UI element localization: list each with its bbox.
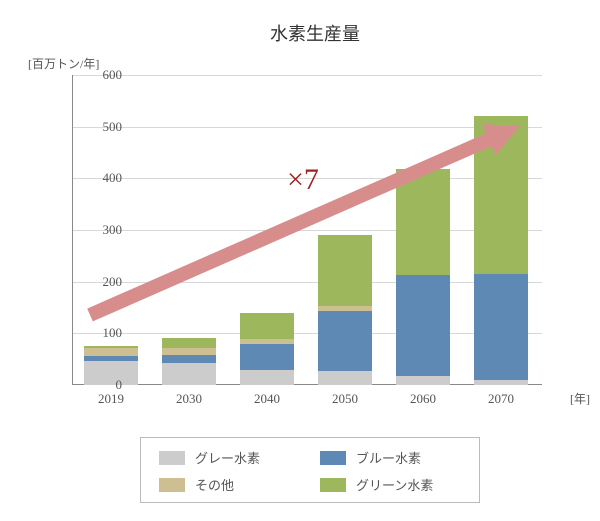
bar-segment-blue — [162, 355, 216, 364]
legend-label: その他 — [195, 475, 234, 494]
x-tick-label: 2060 — [393, 391, 453, 407]
bar-segment-grey — [318, 371, 372, 385]
bar-segment-blue — [84, 356, 138, 361]
bar-segment-other — [84, 348, 138, 356]
plot-area: ×7 — [72, 75, 542, 385]
x-axis-unit-label: [年] — [570, 390, 590, 407]
bar-segment-green — [84, 346, 138, 348]
bar-segment-green — [162, 338, 216, 348]
chart-title: 水素生産量 — [60, 20, 570, 46]
bar-segment-blue — [240, 344, 294, 370]
legend-item-other: その他 — [159, 475, 300, 494]
bar-segment-blue — [318, 311, 372, 370]
x-tick-label: 2050 — [315, 391, 375, 407]
y-tick-label: 300 — [82, 222, 122, 238]
y-tick-label: 500 — [82, 119, 122, 135]
legend-label: グリーン水素 — [356, 475, 433, 494]
x-tick-label: 2040 — [237, 391, 297, 407]
legend-item-green: グリーン水素 — [320, 475, 461, 494]
bar-segment-grey — [240, 370, 294, 386]
bar-segment-grey — [396, 376, 450, 385]
x-tick-label: 2070 — [471, 391, 531, 407]
legend-item-blue: ブルー水素 — [320, 448, 461, 467]
legend-label: グレー水素 — [195, 448, 260, 467]
bar-segment-blue — [474, 274, 528, 380]
bar-segment-other — [240, 339, 294, 344]
y-tick-label: 200 — [82, 274, 122, 290]
legend-item-grey: グレー水素 — [159, 448, 300, 467]
bar-segment-green — [318, 235, 372, 306]
x-tick-label: 2019 — [81, 391, 141, 407]
chart-container: 水素生産量 [百万トン/年] ×7 0100200300400500600 20… — [0, 0, 600, 521]
legend: グレー水素 ブルー水素その他 グリーン水素 — [140, 437, 480, 503]
bars-layer — [72, 75, 542, 385]
legend-swatch — [320, 478, 346, 492]
bar-segment-blue — [396, 275, 450, 376]
bar-segment-other — [162, 348, 216, 354]
x-tick-label: 2030 — [159, 391, 219, 407]
legend-label: ブルー水素 — [356, 448, 421, 467]
bar-segment-green — [474, 116, 528, 274]
bar-segment-green — [396, 169, 450, 275]
bar-segment-other — [318, 306, 372, 311]
y-tick-label: 100 — [82, 325, 122, 341]
legend-swatch — [159, 478, 185, 492]
y-tick-label: 400 — [82, 170, 122, 186]
bar-segment-grey — [162, 363, 216, 385]
legend-swatch — [320, 451, 346, 465]
bar-segment-green — [240, 313, 294, 339]
y-tick-label: 600 — [82, 67, 122, 83]
bar-segment-grey — [474, 380, 528, 385]
multiplier-annotation: ×7 — [287, 163, 319, 197]
legend-swatch — [159, 451, 185, 465]
